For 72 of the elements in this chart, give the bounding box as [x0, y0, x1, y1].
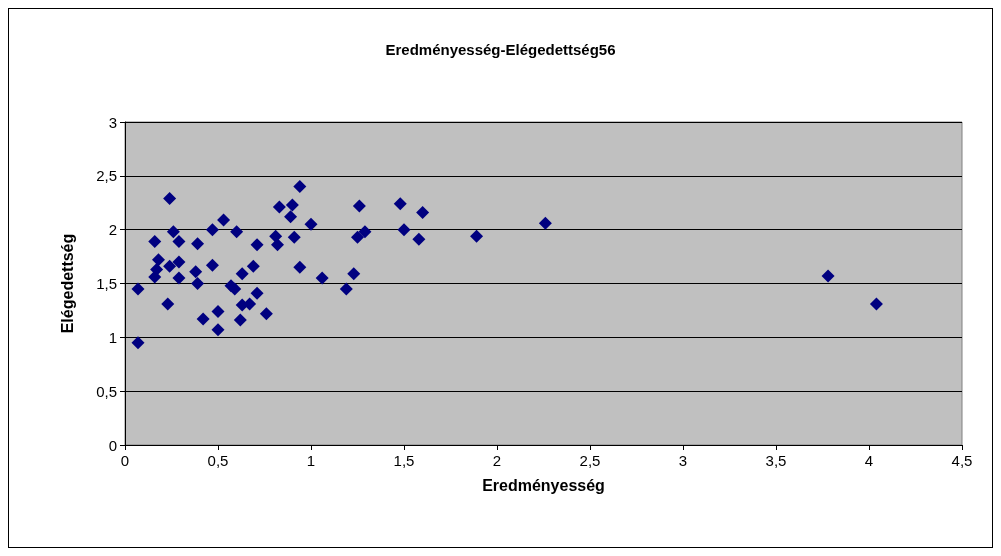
point	[166, 225, 180, 239]
x-tick-label: 2	[492, 452, 502, 469]
point	[148, 235, 162, 249]
point	[869, 297, 883, 311]
point	[416, 205, 430, 219]
point	[351, 230, 364, 244]
point	[352, 199, 366, 213]
point	[148, 270, 162, 284]
point	[191, 277, 205, 290]
point	[538, 216, 552, 230]
point	[205, 258, 219, 272]
point	[243, 297, 257, 311]
point	[271, 238, 285, 252]
x-axis-title: Eredményesség	[482, 476, 605, 494]
point	[205, 223, 219, 237]
y-tick-label: 1,5	[96, 275, 117, 292]
point	[285, 198, 299, 212]
point	[250, 286, 264, 300]
y-tick-label: 0	[108, 436, 117, 454]
point	[211, 323, 225, 337]
point	[470, 229, 484, 243]
point	[172, 235, 186, 249]
point	[821, 269, 835, 283]
point	[131, 336, 145, 350]
point	[172, 271, 186, 285]
x-tick-label: 4,5	[951, 452, 973, 469]
y-tick-label: 0,5	[96, 382, 117, 400]
point	[358, 225, 372, 239]
point	[293, 180, 307, 194]
y-axis-title: Elégedettség	[58, 233, 76, 334]
point	[228, 282, 242, 296]
y-tick-label: 2,5	[96, 167, 117, 185]
point	[272, 200, 286, 214]
point	[161, 297, 175, 311]
point	[393, 197, 407, 211]
point	[172, 255, 186, 269]
point	[189, 265, 203, 279]
point	[287, 230, 301, 244]
x-tick-label: 1	[306, 452, 316, 469]
point	[233, 313, 247, 327]
x-tick-label: 3	[678, 452, 688, 469]
point	[163, 191, 177, 205]
point	[230, 225, 244, 239]
point	[397, 223, 411, 237]
x-tick-label: 4	[864, 452, 874, 469]
x-tick-label: 0	[120, 452, 130, 469]
point	[250, 238, 264, 252]
point	[217, 213, 231, 227]
point	[235, 267, 249, 281]
point	[163, 259, 177, 273]
point	[191, 237, 205, 251]
point	[339, 282, 353, 296]
y-tick-label: 2	[108, 221, 117, 239]
point	[211, 304, 225, 318]
point	[131, 282, 145, 296]
point	[246, 259, 260, 273]
y-tick-label: 1	[108, 328, 117, 346]
point	[304, 217, 318, 231]
x-tick-label: 0,5	[207, 452, 229, 469]
x-tick-label: 2,5	[579, 452, 601, 469]
chart-title: Eredményesség-Elégedettség56	[385, 41, 616, 58]
point	[412, 232, 426, 246]
y-tick-label: 3	[108, 113, 117, 131]
point	[151, 253, 165, 267]
point	[284, 210, 298, 224]
x-tick-label: 3,5	[765, 452, 787, 469]
x-tick-label: 1,5	[393, 452, 415, 469]
point	[347, 267, 361, 281]
point	[259, 307, 273, 321]
point	[196, 312, 210, 326]
point	[293, 260, 307, 274]
point	[315, 271, 329, 285]
